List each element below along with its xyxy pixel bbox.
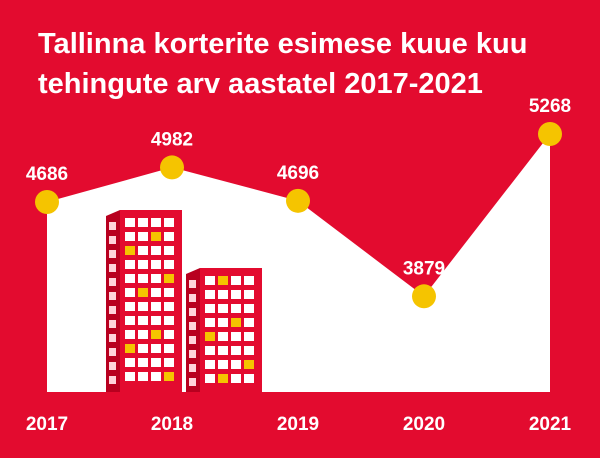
x-tick-label-2021: 2021 [529, 414, 572, 435]
data-markers [35, 122, 562, 309]
x-axis-tick-labels: 2017 2018 2019 2020 2021 [26, 414, 572, 435]
chart-title: Tallinna korterite esimese kuue kuu tehi… [38, 24, 578, 104]
data-labels: 4686 4982 4696 3879 5268 [26, 96, 571, 279]
data-label-2018: 4982 [151, 129, 193, 150]
x-tick-label-2020: 2020 [403, 414, 445, 435]
data-label-2017: 4686 [26, 164, 68, 185]
data-marker-2017 [35, 190, 59, 214]
data-label-2021: 5268 [529, 96, 571, 117]
data-marker-2019 [286, 188, 310, 213]
x-tick-label-2017: 2017 [26, 414, 68, 435]
chart-title-line-2: tehingute arv aastatel 2017-2021 [38, 68, 483, 100]
buildings-illustration [106, 210, 262, 392]
chart-title-line-1: Tallinna korterite esimese kuue kuu [38, 28, 528, 60]
x-tick-label-2018: 2018 [151, 414, 193, 435]
data-marker-2021 [538, 122, 562, 146]
data-label-2019: 4696 [277, 163, 319, 184]
building-1 [106, 210, 182, 392]
building-2 [186, 268, 262, 392]
data-marker-2018 [160, 155, 184, 180]
data-marker-2020 [412, 284, 436, 309]
x-tick-label-2019: 2019 [277, 414, 319, 435]
data-label-2020: 3879 [403, 258, 445, 279]
